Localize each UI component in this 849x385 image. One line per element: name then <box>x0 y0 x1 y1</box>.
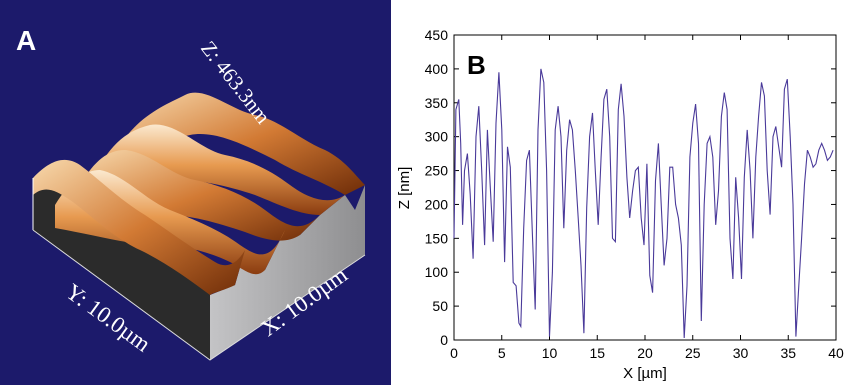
x-tick-label: 15 <box>589 345 605 361</box>
y-axis-ticks: 0 50 100 150 200 250 300 350 400 450 <box>425 27 836 348</box>
x-tick-label: 0 <box>450 345 458 361</box>
x-tick-label: 10 <box>542 345 558 361</box>
profile-chart: 0 50 100 150 200 250 300 350 400 450 0 5 10 15 20 25 30… <box>396 27 844 382</box>
afm-ridge-back <box>120 92 365 195</box>
afm-ridge-3 <box>80 150 320 241</box>
x-tick-label: 35 <box>780 345 796 361</box>
x-axis-label: X [µm] <box>623 365 667 382</box>
x-axis-ticks: 0 5 10 15 20 25 30 35 40 <box>450 35 844 361</box>
y-tick-label: 250 <box>425 163 449 179</box>
y-tick-label: 300 <box>425 129 449 145</box>
afm-ridge-front <box>33 159 245 295</box>
chart-plot-frame <box>453 34 837 341</box>
x-tick-label: 5 <box>498 345 506 361</box>
afm-3d-panel: A Z: 463.3nm Y: 10.0µm X: 10.0µm <box>0 0 391 385</box>
panel-b-letter: B <box>467 50 486 80</box>
y-axis-label: Z [nm] <box>396 167 413 210</box>
y-tick-label: 350 <box>425 95 449 111</box>
y-tick-label: 100 <box>425 264 449 280</box>
y-tick-label: 450 <box>425 27 449 43</box>
y-tick-label: 150 <box>425 230 449 246</box>
y-tick-label: 200 <box>425 196 449 212</box>
afm-frame-bottom <box>32 229 366 361</box>
panel-a-letter: A <box>16 25 36 56</box>
afm-ridge-2 <box>100 124 345 215</box>
x-tick-label: 25 <box>685 345 701 361</box>
y-tick-label: 50 <box>432 298 448 314</box>
profile-series-line <box>453 68 834 339</box>
x-tick-label: 30 <box>733 345 749 361</box>
x-tick-label: 20 <box>637 345 653 361</box>
x-tick-label: 40 <box>828 345 844 361</box>
afm-side-face <box>210 185 365 360</box>
y-tick-label: 0 <box>440 332 448 348</box>
y-tick-label: 400 <box>425 61 449 77</box>
